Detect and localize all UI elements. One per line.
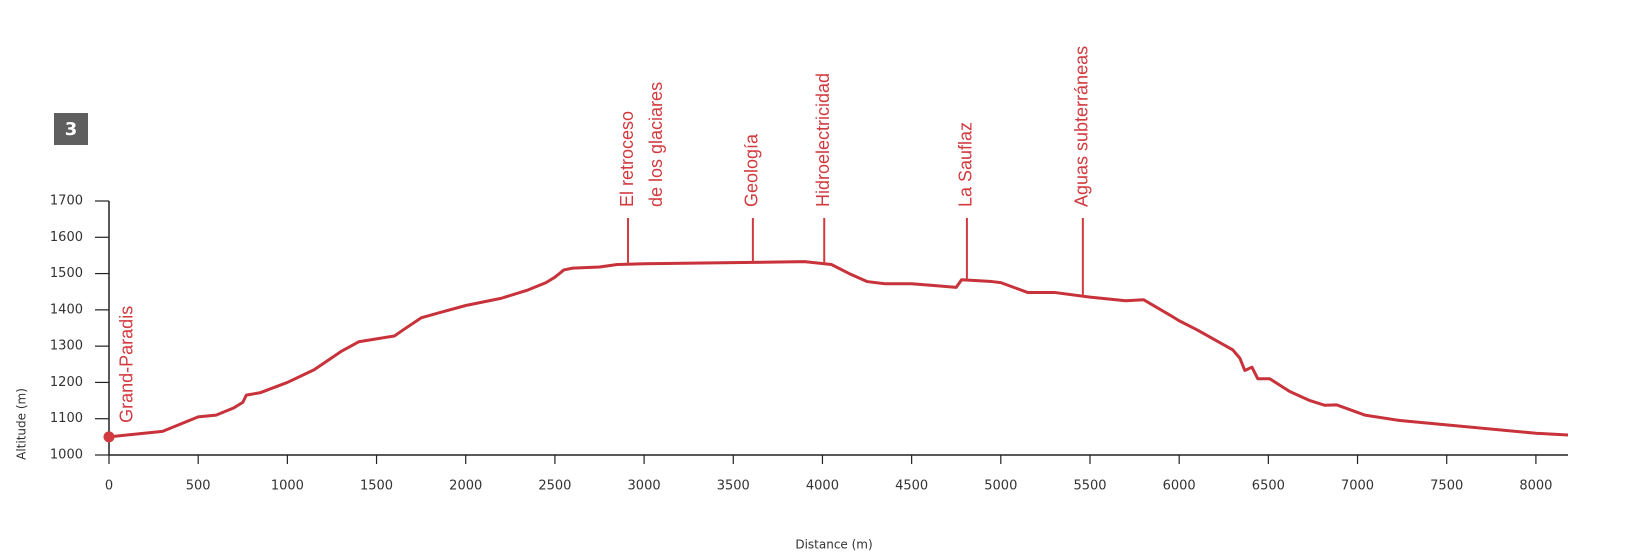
x-tick-label: 4500	[895, 479, 928, 494]
x-tick-label: 4000	[806, 479, 839, 494]
x-tick-label: 3000	[628, 479, 661, 494]
x-tick-label: 7000	[1341, 479, 1374, 494]
x-tick-label: 5000	[984, 479, 1017, 494]
x-tick-label: 8000	[1519, 479, 1552, 494]
x-axis-label: Distance (m)	[795, 538, 872, 552]
start-point	[103, 431, 115, 443]
annotation-label: Aguas subterráneas	[1072, 46, 1092, 207]
x-tick-label: 6000	[1163, 479, 1196, 494]
y-tick-label: 1400	[50, 302, 83, 317]
x-tick-label: 6500	[1252, 479, 1285, 494]
annotation-label: de los glaciares	[646, 82, 666, 207]
y-tick-label: 1300	[50, 339, 83, 354]
x-tick-label: 0	[105, 479, 113, 494]
y-tick-label: 1200	[50, 375, 83, 390]
profile-line	[108, 260, 1569, 439]
y-tick-label: 1100	[50, 411, 83, 426]
annotation-label: El retroceso	[617, 111, 637, 207]
annotation-label: Hidroelectricidad	[813, 73, 833, 207]
y-tick-label: 1700	[50, 194, 83, 209]
badge: 3	[65, 119, 78, 140]
y-axis-label: Altitude (m)	[15, 388, 29, 460]
x-tick-label: 2500	[538, 479, 571, 494]
x-tick-label: 500	[186, 479, 211, 494]
x-tick-label: 7500	[1430, 479, 1463, 494]
x-tick-label: 1500	[360, 479, 393, 494]
start-label: Grand-Paradis	[117, 306, 137, 423]
y-tick-label: 1000	[50, 448, 83, 463]
y-tick-label: 1500	[50, 266, 83, 281]
x-tick-label: 3500	[717, 479, 750, 494]
annotation-label: La Sauflaz	[956, 122, 976, 207]
y-tick-label: 1600	[50, 230, 83, 245]
x-tick-label: 1000	[271, 479, 304, 494]
x-tick-label: 5500	[1073, 479, 1106, 494]
annotation-label: Geología	[742, 133, 762, 207]
x-tick-label: 2000	[449, 479, 482, 494]
badge-box	[54, 113, 88, 145]
